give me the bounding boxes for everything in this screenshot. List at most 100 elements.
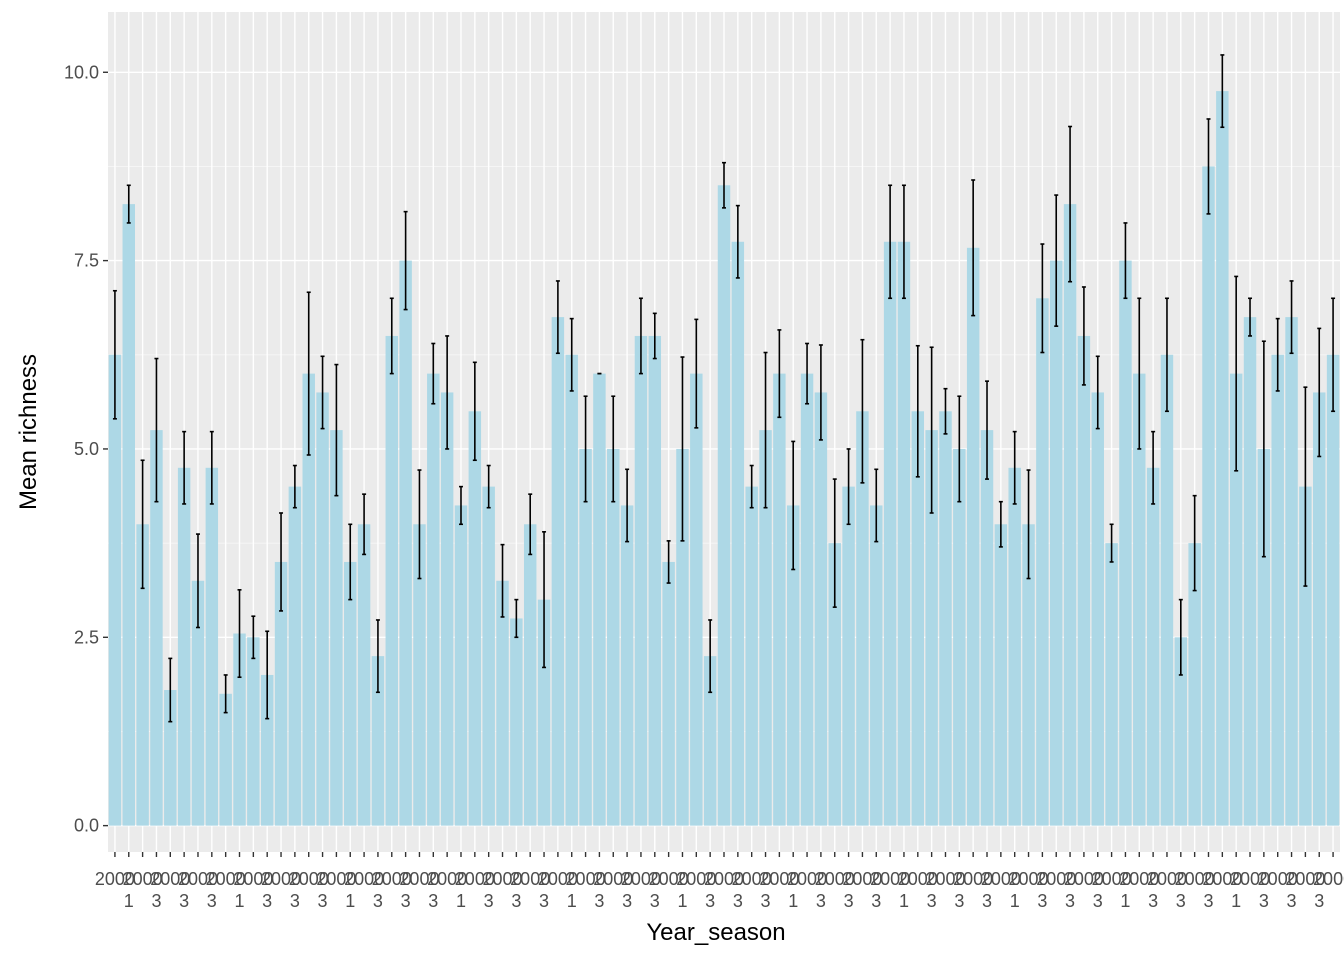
error-bar [680,356,685,542]
error-bar [985,380,990,480]
x-tick-label: 3 [318,891,328,911]
error-bar [403,210,408,311]
error-bar [901,184,906,300]
bar [385,335,399,826]
bar [579,448,592,826]
bar [620,505,634,826]
x-tick-label: 1 [1231,891,1241,911]
x-tick-label: 2000 [233,869,273,889]
x-tick-label: 3 [511,891,521,911]
bar [648,335,662,826]
x-tick-label: 1 [567,891,577,911]
error-bar [126,184,131,224]
error-bar [514,598,519,639]
error-bar [1026,469,1031,580]
x-tick-label: 3 [954,891,964,911]
x-tick-label: 2000 [953,869,993,889]
x-tick-label: 2000 [1313,869,1344,889]
x-tick-label: 1 [124,891,134,911]
bar [247,637,260,826]
bar [607,448,620,826]
bar [883,241,897,826]
x-tick-label: 3 [401,891,411,911]
x-tick-label: 1 [345,891,355,911]
error-bar [1040,243,1045,354]
bar [703,656,717,826]
x-tick-label: 2000 [538,869,578,889]
x-tick-label: 2000 [1230,869,1270,889]
x-tick-label: 3 [982,891,992,911]
x-tick-label: 3 [1093,891,1103,911]
error-bar [929,346,934,514]
error-bar [1317,327,1322,458]
x-tick-label: 3 [207,891,217,911]
bar [690,373,703,826]
x-tick-label: 3 [871,891,881,911]
bar [1022,524,1035,826]
bar [357,524,371,826]
x-tick-label: 2000 [1036,869,1076,889]
x-tick-label: 2000 [289,869,329,889]
error-bar [1275,317,1280,392]
bar [800,373,814,826]
x-tick-label: 3 [1037,891,1047,911]
bar [1160,354,1174,826]
error-bar [777,329,782,419]
error-bar [998,500,1003,548]
bar [565,354,578,826]
bar [717,185,731,826]
bar [759,430,772,826]
bar [1229,373,1243,826]
bar [1036,298,1049,826]
error-bar [1234,275,1239,472]
x-tick-label: 3 [816,891,826,911]
x-tick-label: 2000 [95,869,135,889]
bar [1146,467,1160,826]
bar [302,373,315,826]
bar [1243,317,1257,826]
error-bar [846,448,851,526]
bar [925,430,938,826]
x-tick-label: 2000 [732,869,772,889]
bar [482,486,495,826]
bar [856,411,869,826]
x-axis-title: Year_season [646,919,785,946]
x-tick-label: 2000 [1285,869,1325,889]
error-bar [1206,118,1211,215]
error-bar [666,540,671,584]
x-tick-label: 3 [1314,891,1324,911]
error-bar [791,440,796,571]
bar [427,373,440,826]
x-tick-label: 3 [373,891,383,911]
bar [122,204,135,826]
x-tick-label: 3 [844,891,854,911]
error-bar [1331,297,1336,413]
error-bar [445,335,450,450]
x-tick-label: 3 [1287,891,1297,911]
bar [164,690,177,826]
bar [316,392,329,826]
error-bar [1137,297,1142,450]
error-bar [140,459,145,590]
error-bar [112,289,117,420]
error-bar [1192,494,1197,592]
bar [1299,486,1312,826]
x-tick-label: 2000 [123,869,163,889]
x-tick-label: 2000 [593,869,633,889]
bar [773,373,786,826]
x-tick-label: 2000 [372,869,412,889]
x-tick-label: 3 [151,891,161,911]
error-bar [638,297,643,375]
x-tick-label: 2000 [621,869,661,889]
bar [399,260,412,826]
bar [1008,467,1021,826]
bar [828,543,841,826]
x-tick-label: 3 [622,891,632,911]
bar [330,430,343,826]
x-tick-label: 2000 [566,869,606,889]
x-tick-label: 2000 [427,869,467,889]
bar [191,580,205,826]
error-bar [749,464,754,509]
y-tick-label: 2.5 [74,627,99,647]
error-bar [431,342,436,405]
